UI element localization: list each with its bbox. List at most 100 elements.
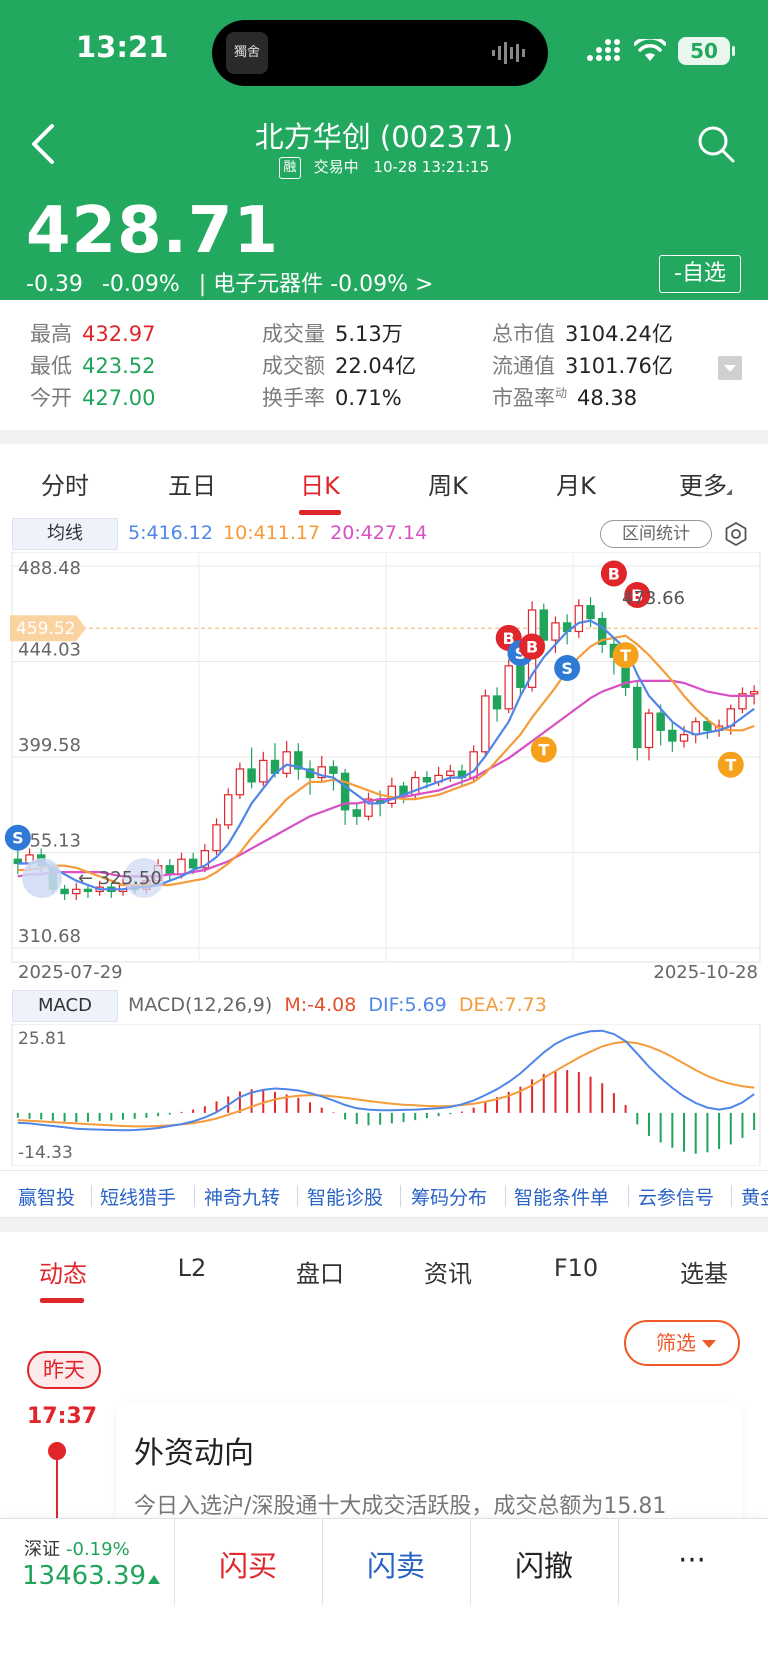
tab-news-feed[interactable]: 动态 [39,1260,87,1288]
candle-body [352,809,362,817]
battery-icon: 50 [678,37,735,65]
filter-label: 筛选 [656,1331,696,1355]
quote-stats: 最高 432.97 最低 423.52 今开 427.00 成交量 5.13万 成交额 2… [0,300,768,430]
tool-cloud-signal[interactable]: 云参信号 [638,1187,715,1209]
back-chevron-icon[interactable] [26,122,62,166]
tab-select-fund[interactable]: 选基 [680,1260,728,1288]
macd-params: MACD(12,26,9) [128,994,273,1016]
stat-market-cap: 总市值 3104.24亿 [492,322,673,346]
candle-body [749,691,759,695]
macd-values: MACD(12,26,9) M:-4.08 DIF:5.69 DEA:7.73 [128,994,547,1016]
candle-body [212,824,221,852]
search-icon[interactable] [696,124,736,164]
signal-marker-b [519,633,546,660]
tool-smart-condition-order[interactable]: 智能条件单 [514,1187,610,1209]
index-quote[interactable]: 深证 -0.19% [24,1535,130,1561]
macd-indicator-tag[interactable]: MACD [12,990,118,1022]
candle-body [679,734,689,742]
margin-badge: 融 [278,156,301,179]
tab-daily-k[interactable]: 日K [300,472,340,500]
tab-monthly-k[interactable]: 月K [556,472,596,500]
expand-stats-button[interactable] [718,356,742,380]
signal-marker-b [600,560,627,587]
watchlist-button[interactable]: -自选 [659,255,741,293]
tab-weekly-k[interactable]: 周K [428,472,468,500]
stat-float-cap: 流通值 3101.76亿 [492,354,673,378]
candle-body [83,888,93,893]
macd-chart[interactable]: 25.81 -14.33 [0,1024,768,1166]
island-app-icon: 獨舍 [226,32,268,74]
period-tabs: 分时 五日 日K 周K 月K 更多 [0,444,768,520]
tab-five-day[interactable]: 五日 [168,472,216,500]
signal-marker-label: S [561,659,573,678]
tool-gold[interactable]: 黄金 [741,1187,768,1209]
trading-status-line: 融 交易中 10-28 13:21:15 [0,156,768,179]
stock-header: 13:21 獨舍 50 [0,0,768,300]
signal-marker-label: B [608,564,620,583]
signal-marker-label: B [503,629,515,648]
flash-sell-button[interactable]: 闪卖 [366,1549,425,1583]
flash-cancel-button[interactable]: 闪撤 [514,1549,573,1583]
candle-body [294,751,303,770]
candle-body [492,695,502,710]
filter-button[interactable]: 筛选 [624,1320,740,1366]
sector-link[interactable]: | 电子元器件 -0.09% > [198,272,434,297]
signal-marker-label: S [12,829,24,848]
candle-body [446,770,455,777]
timeline-dot [48,1442,66,1460]
tool-short-line-hunter[interactable]: 短线猎手 [100,1187,177,1209]
tab-intraday[interactable]: 分时 [41,472,89,500]
signal-marker-s [4,824,31,851]
ma10-value: 10:411.17 [223,522,321,544]
candle-body [516,665,525,688]
quote-timestamp: 10-28 13:21:15 [373,158,490,176]
bottom-trade-bar: 深证 -0.19% 13463.39 闪买 闪卖 闪撤 ··· [0,1518,768,1665]
flash-buy-button[interactable]: 闪买 [218,1549,277,1583]
tab-more[interactable]: 更多 [679,472,727,500]
section-divider [0,430,768,444]
chevron-down-icon [724,365,736,372]
tab-f10[interactable]: F10 [553,1254,599,1282]
more-actions-button[interactable]: ··· [678,1543,706,1577]
candle-body [364,798,373,817]
cellular-signal-icon [587,39,620,61]
tool-stock-diagnosis[interactable]: 智能诊股 [307,1187,384,1209]
current-price-label: 459.52 [16,619,75,639]
status-time: 13:21 [76,30,169,64]
index-value: 13463.39 [22,1561,147,1591]
smart-tools-bar: 赢智投 短线猎手 神奇九转 智能诊股 筹码分布 智能条件单 云参信号 黄金 [0,1170,768,1218]
candle-body [668,729,677,742]
candle-body [247,768,256,783]
tool-ying-zhi-tou[interactable]: 赢智投 [18,1187,76,1209]
price-change-line: -0.39 -0.09% | 电子元器件 -0.09% > [26,266,433,298]
scroll-left-button [22,858,62,898]
price-change: -0.39 [26,272,83,297]
candle-body [340,772,350,811]
active-content-tab-indicator [40,1298,84,1303]
tool-chip-distribution[interactable]: 筹码分布 [411,1187,488,1209]
tool-magic-nine[interactable]: 神奇九转 [204,1187,281,1209]
ma-indicator-tag[interactable]: 均线 [12,518,118,550]
news-summary: 今日入选沪/深股通十大成交活跃股，成交总额为15.81 [134,1494,667,1519]
candle-body [551,622,560,641]
stat-low: 最低 423.52 [30,354,156,378]
candle-body [188,858,198,869]
index-change: -0.19% [66,1539,130,1560]
macd-frame [11,1024,761,1166]
macd-y-max: 25.81 [18,1029,67,1049]
tab-order-book[interactable]: 盘口 [296,1260,344,1288]
x-start-label: 2025-07-29 [18,962,123,982]
tab-information[interactable]: 资讯 [424,1260,472,1288]
stat-amount: 成交额 22.04亿 [262,354,417,378]
price-change-pct: -0.09% [101,272,180,297]
dynamic-island: 獨舍 [212,20,548,86]
gear-icon[interactable] [724,522,748,546]
y-tick-label: 355.13 [18,831,81,852]
candle-body [60,888,69,895]
range-stats-button[interactable]: 区间统计 [600,520,712,548]
stat-turnover: 换手率 0.71% [262,386,402,410]
signal-marker-label: S [515,644,527,663]
stat-pe: 市盈率动 48.38 [492,386,638,410]
tab-level2[interactable]: L2 [177,1254,207,1282]
